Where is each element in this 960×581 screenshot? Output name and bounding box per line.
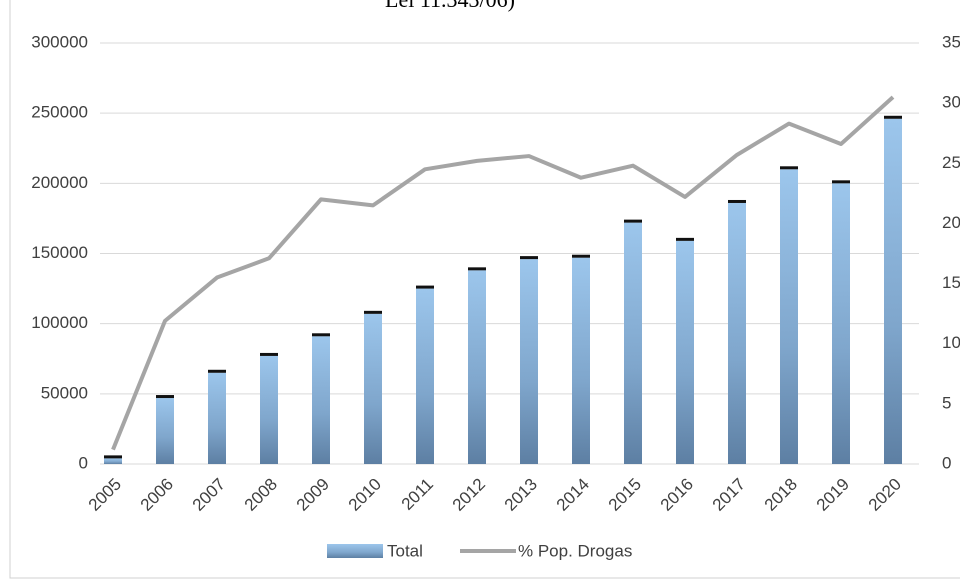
y2-tick-label: 5 (942, 393, 951, 412)
bar-cap (832, 180, 850, 184)
x-tick-label: 2015 (605, 475, 645, 515)
y-tick-label: 300000 (31, 32, 88, 51)
y-tick-label: 0 (79, 453, 88, 472)
y2-tick-label: 10 (942, 333, 960, 352)
chart-frame (9, 0, 960, 579)
bar (624, 222, 642, 464)
bar-cap (364, 310, 382, 314)
x-tick-label: 2017 (709, 475, 749, 515)
x-tick-label: 2010 (345, 475, 385, 515)
x-tick-label: 2009 (293, 475, 333, 515)
bar (832, 183, 850, 465)
bar-cap (104, 455, 122, 459)
y2-tick-label: 35 (942, 32, 960, 51)
x-tick-label: 2012 (449, 475, 489, 515)
bar-cap (572, 254, 590, 258)
bar-cap (208, 369, 226, 373)
bar (468, 270, 486, 464)
y-tick-label: 200000 (31, 173, 88, 192)
bar-cap (156, 395, 174, 399)
x-tick-label: 2019 (813, 475, 853, 515)
y-tick-label: 50000 (41, 383, 88, 402)
y2-tick-label: 0 (942, 453, 951, 472)
bar (416, 288, 434, 464)
bar (676, 240, 694, 464)
bar-cap (520, 256, 538, 260)
legend-label: Total (387, 541, 423, 560)
bar-cap (260, 352, 278, 356)
bar (780, 169, 798, 465)
x-tick-label: 2005 (85, 475, 125, 515)
x-tick-label: 2008 (241, 475, 281, 515)
bar-cap (884, 115, 902, 119)
bar-cap (416, 285, 434, 289)
bar (520, 259, 538, 464)
bar (104, 458, 122, 464)
chart-title: Lei 11.343/06) (385, 0, 515, 12)
bar (208, 372, 226, 464)
y-tick-label: 100000 (31, 313, 88, 332)
bar (156, 398, 174, 464)
bar-cap (468, 267, 486, 271)
x-tick-label: 2016 (657, 475, 697, 515)
y-tick-label: 250000 (31, 103, 88, 122)
x-tick-label: 2011 (398, 475, 437, 514)
bar (728, 202, 746, 465)
bar (572, 257, 590, 464)
line-series (111, 95, 895, 451)
x-tick-label: 2006 (137, 475, 177, 515)
y2-tick-label: 25 (942, 153, 960, 172)
y2-tick-label: 15 (942, 273, 960, 292)
x-tick-label: 2013 (501, 475, 541, 515)
y2-tick-label: 20 (942, 213, 960, 232)
bar-cap (312, 333, 330, 337)
y2-tick-label: 30 (942, 93, 960, 112)
y-tick-label: 150000 (31, 243, 88, 262)
bar-cap (624, 219, 642, 223)
bar-cap (780, 166, 798, 170)
bar-cap (728, 199, 746, 203)
bar (884, 118, 902, 464)
bar-cap (676, 237, 694, 241)
bar (364, 313, 382, 464)
x-tick-label: 2007 (189, 475, 229, 515)
x-tick-label: 2014 (553, 475, 593, 515)
x-tick-label: 2020 (865, 475, 905, 515)
bar (260, 355, 278, 464)
legend-label: % Pop. Drogas (518, 541, 632, 560)
x-tick-label: 2018 (761, 475, 801, 515)
bar (312, 336, 330, 464)
legend-swatch (327, 544, 383, 558)
